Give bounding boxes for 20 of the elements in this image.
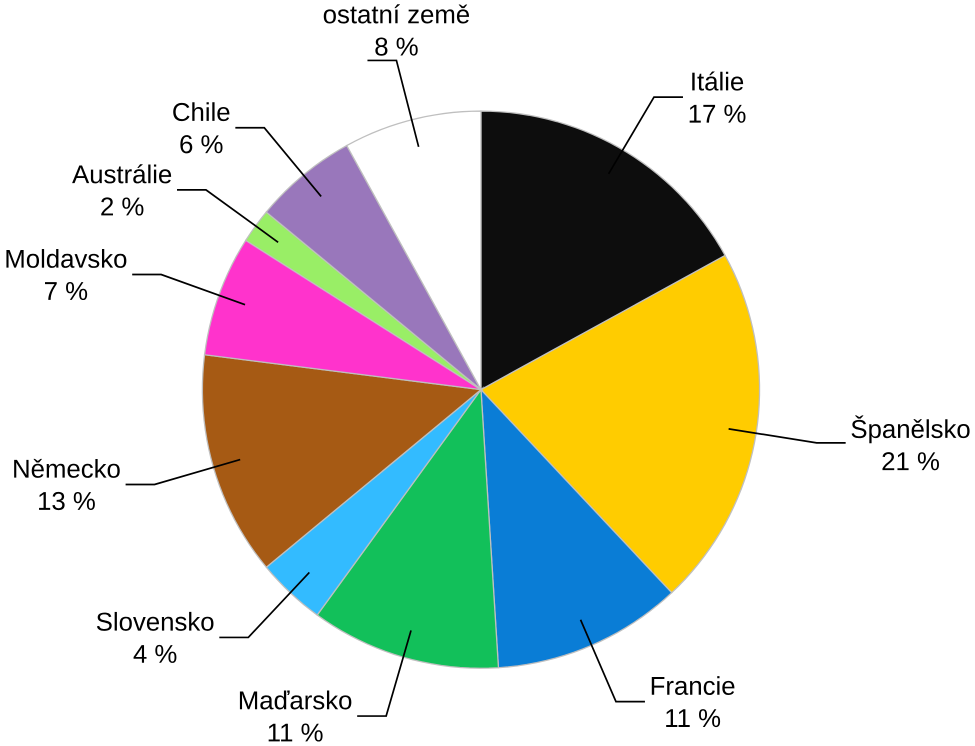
data-label: 11 % xyxy=(268,724,323,742)
slice-label: Španělsko xyxy=(852,415,970,444)
data-label: 13 % xyxy=(39,492,95,510)
slice-label: ostatní země xyxy=(324,4,470,24)
data-label: 4 % xyxy=(134,644,176,663)
data-label: 2 % xyxy=(101,197,144,216)
data-label: 21 % xyxy=(882,452,939,470)
slice-label: Chile xyxy=(173,102,230,122)
slice-label: Itálie xyxy=(692,72,744,91)
slice-label: Maďarsko xyxy=(240,690,352,710)
slice-label: Moldavsko xyxy=(6,249,126,268)
data-label: 11 % xyxy=(666,709,720,728)
slice-label: Francie xyxy=(652,676,734,696)
slice-label: Německo xyxy=(14,458,120,478)
data-label: 17 % xyxy=(690,104,746,123)
slice-label: Slovensko xyxy=(96,612,214,631)
slice-label: Austrálie xyxy=(72,164,172,184)
data-label: 8 % xyxy=(375,38,418,56)
data-label: 6 % xyxy=(180,135,223,154)
data-label: 7 % xyxy=(45,282,88,300)
